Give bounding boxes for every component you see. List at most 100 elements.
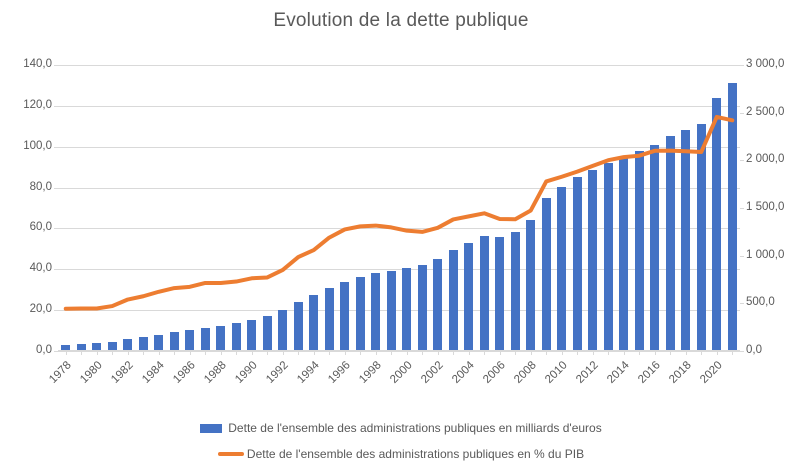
bar[interactable] — [262, 315, 272, 351]
x-axis-tick-label: 1990 — [232, 359, 260, 386]
bar[interactable] — [293, 301, 303, 351]
bar[interactable] — [231, 323, 241, 351]
bar[interactable] — [572, 176, 582, 351]
bar[interactable] — [61, 345, 71, 351]
bar[interactable] — [417, 265, 427, 351]
bar[interactable] — [588, 169, 598, 351]
gridline — [58, 310, 740, 312]
bar[interactable] — [681, 129, 691, 351]
bar[interactable] — [510, 231, 520, 351]
bar[interactable] — [495, 236, 505, 351]
x-axis-tick-label: 2006 — [480, 359, 508, 386]
legend-label-bars: Dette de l'ensemble des administrations … — [228, 421, 602, 435]
y-axis-right-tick-mark — [740, 208, 744, 209]
chart-title: Evolution de la dette publique — [273, 10, 529, 31]
legend-item-bars[interactable]: Dette de l'ensemble des administrations … — [0, 415, 802, 441]
bar[interactable] — [107, 341, 117, 351]
bar[interactable] — [185, 329, 195, 351]
bar[interactable] — [76, 344, 86, 351]
bar[interactable] — [169, 332, 179, 351]
x-axis-tick-label: 1994 — [294, 359, 322, 386]
bar[interactable] — [712, 98, 722, 351]
x-axis-tick-label: 2018 — [666, 359, 694, 386]
x-axis-tick-label: 1998 — [356, 359, 384, 386]
x-axis-tick-mark — [639, 351, 641, 355]
bar[interactable] — [324, 288, 334, 351]
x-axis-tick-mark — [453, 351, 455, 355]
x-axis-tick-mark — [112, 351, 114, 355]
x-axis-tick-mark — [406, 351, 408, 355]
bar[interactable] — [216, 325, 226, 351]
bar[interactable] — [154, 334, 164, 351]
x-axis-tick-label: 2000 — [387, 359, 415, 386]
x-axis-tick-mark — [515, 351, 517, 355]
x-axis-tick-mark — [608, 351, 610, 355]
bar[interactable] — [650, 145, 660, 351]
x-axis-tick-mark — [732, 351, 734, 355]
bar[interactable] — [696, 124, 706, 351]
bar[interactable] — [541, 197, 551, 351]
x-axis-tick-mark — [313, 351, 315, 355]
x-axis-tick-label: 2014 — [604, 359, 632, 386]
bar[interactable] — [464, 243, 474, 351]
x-axis-tick-mark — [530, 351, 532, 355]
bar[interactable] — [526, 220, 536, 351]
y-axis-right-tick-mark — [740, 112, 744, 114]
line-path[interactable] — [63, 114, 735, 311]
bar[interactable] — [247, 319, 257, 351]
x-axis-tick-mark — [468, 351, 470, 355]
gridline — [58, 269, 740, 271]
y-axis-right-tick-mark — [740, 255, 744, 257]
bar[interactable] — [448, 249, 458, 351]
bar[interactable] — [479, 235, 489, 351]
bar[interactable] — [92, 343, 102, 351]
x-axis-tick-label: 2004 — [449, 359, 477, 386]
bar[interactable] — [200, 327, 210, 351]
y-axis-left-tick-mark — [54, 187, 58, 189]
bar[interactable] — [634, 150, 644, 351]
legend-item-line[interactable]: Dette de l'ensemble des administrations … — [0, 441, 802, 467]
x-axis-tick-mark — [236, 351, 238, 355]
x-axis-tick-label: 1984 — [139, 359, 167, 386]
bar[interactable] — [557, 187, 567, 351]
x-axis-tick-mark — [701, 351, 703, 355]
line-series-svg — [63, 114, 735, 311]
bar[interactable] — [371, 272, 381, 351]
bar[interactable] — [433, 258, 443, 351]
x-axis-tick-mark — [670, 351, 672, 355]
bar[interactable] — [340, 281, 350, 351]
bar[interactable] — [386, 270, 396, 351]
bar[interactable] — [402, 268, 412, 351]
x-axis-tick-mark — [685, 351, 687, 355]
bar[interactable] — [603, 163, 613, 351]
x-axis-tick-mark — [422, 351, 424, 355]
bar[interactable] — [309, 295, 319, 351]
y-axis-right-tick-label: 500,0 — [746, 296, 775, 309]
x-axis-tick-mark — [546, 351, 548, 355]
x-axis-tick-mark — [65, 351, 67, 355]
x-axis-tick-mark — [282, 351, 284, 355]
y-axis-left-tick-mark — [54, 146, 58, 148]
bar[interactable] — [138, 337, 148, 351]
bar[interactable] — [123, 339, 133, 351]
bar[interactable] — [278, 309, 288, 351]
gridline — [58, 65, 740, 66]
x-axis-tick-label: 1988 — [201, 359, 229, 386]
x-axis-tick-mark — [499, 351, 501, 355]
x-axis-line — [58, 350, 740, 351]
y-axis-right-tick-mark — [740, 351, 744, 352]
x-axis-tick-label: 2008 — [511, 359, 539, 386]
bar-series-layer — [58, 65, 740, 351]
bar[interactable] — [727, 82, 737, 351]
gridline — [58, 105, 740, 107]
x-axis-tick-label: 1980 — [77, 359, 105, 386]
bar[interactable] — [619, 156, 629, 351]
plot-area — [58, 65, 740, 352]
bar[interactable] — [665, 135, 675, 351]
y-axis-right-tick-label: 3 000,0 — [746, 58, 785, 70]
legend-label-line: Dette de l'ensemble des administrations … — [246, 447, 585, 461]
x-axis-tick-mark — [127, 351, 129, 355]
x-axis-tick-label: 2012 — [573, 359, 601, 386]
y-axis-left-tick-mark — [54, 228, 58, 230]
bar[interactable] — [355, 277, 365, 351]
